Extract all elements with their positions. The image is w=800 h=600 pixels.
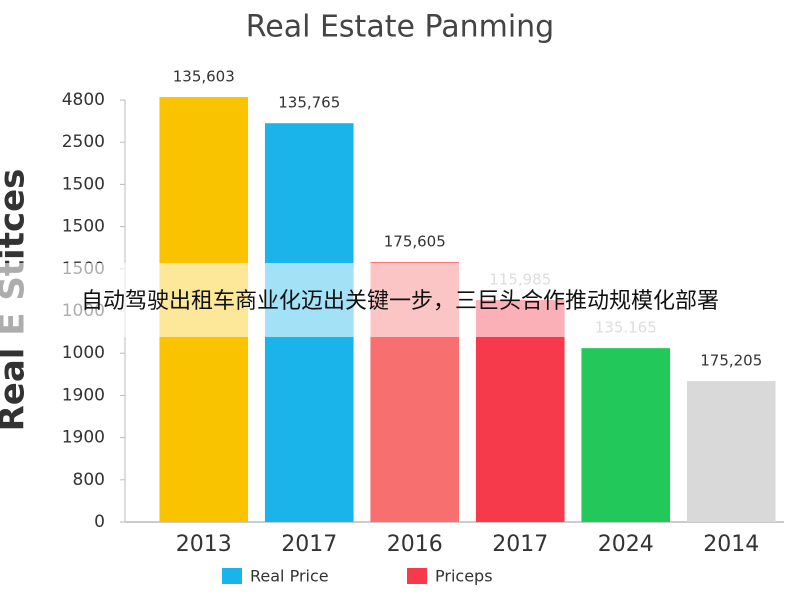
y-tick-label: 1500	[62, 217, 105, 237]
value-label: 175,605	[384, 233, 446, 251]
x-tick-label: 2017	[281, 532, 337, 557]
y-tick-label: 1000	[62, 343, 105, 363]
legend-swatch	[222, 568, 242, 584]
bar	[686, 381, 776, 522]
value-label: 135,765	[278, 94, 340, 112]
value-label: 135,603	[173, 68, 235, 86]
bar	[581, 348, 671, 522]
y-tick-label: 800	[73, 470, 105, 490]
y-tick-label: 1900	[62, 385, 105, 405]
legend-label: Priceps	[435, 567, 493, 586]
chart-title: Real Estate Panming	[246, 10, 554, 45]
legend-swatch	[407, 568, 427, 584]
y-tick-label: 0	[94, 512, 105, 532]
y-tick-label: 1500	[62, 174, 105, 194]
caption: 自动驾驶出租车商业化迈出关键一步，三巨头合作推动规模化部署	[81, 289, 719, 314]
y-tick-label: 2500	[62, 132, 105, 152]
y-tick-label: 1900	[62, 428, 105, 448]
caption-band	[0, 263, 800, 337]
bar	[475, 300, 565, 522]
x-tick-label: 2013	[176, 532, 232, 557]
value-label: 175,205	[700, 352, 762, 370]
x-tick-label: 2016	[387, 532, 443, 557]
x-tick-label: 2024	[598, 532, 654, 557]
x-tick-label: 2014	[703, 532, 759, 557]
x-tick-label: 2017	[492, 532, 548, 557]
legend-label: Real Price	[250, 567, 329, 586]
y-tick-label: 4800	[62, 90, 105, 110]
